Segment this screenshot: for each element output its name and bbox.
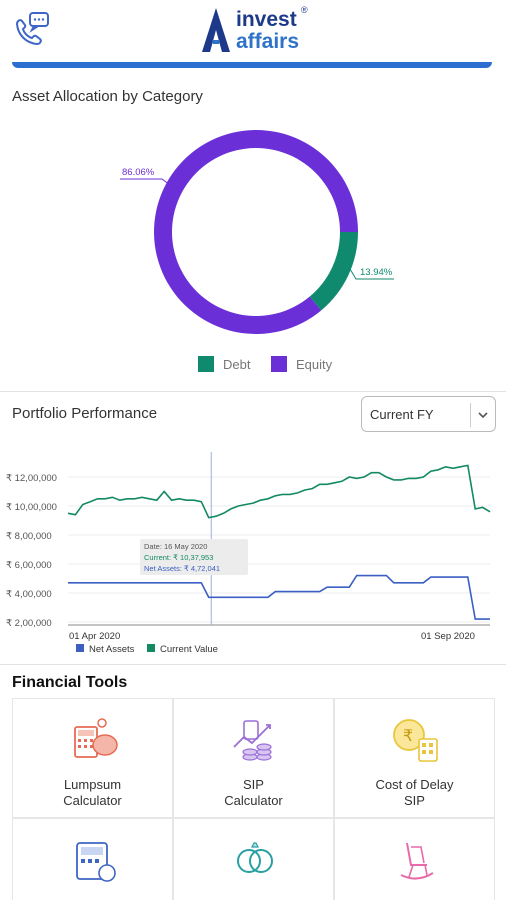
tooltip-date: Date: 16 May 2020: [144, 542, 208, 551]
tool-lumpsum-calculator[interactable]: Lumpsum Calculator: [12, 698, 173, 818]
donut-leader-debt: [349, 268, 394, 280]
legend-current-value-swatch: [147, 644, 155, 652]
tool-sip-calculator[interactable]: SIP Calculator: [173, 698, 334, 818]
section-divider: [0, 664, 506, 665]
series-line-current-value: [67, 464, 491, 519]
logo-line2: affairs: [236, 30, 300, 53]
series-line-net-assets: [68, 574, 490, 620]
y-tick-label: ₹ 2,00,000: [6, 618, 52, 629]
y-tick-label: ₹ 4,00,000: [6, 589, 52, 600]
header-accent-bar: [12, 62, 492, 68]
rings-icon: [237, 842, 273, 873]
period-select-value: Current FY: [370, 407, 434, 422]
donut-label-debt: 13.94%: [360, 267, 393, 278]
tool-cost-of-delay-sip[interactable]: ₹ Cost of Delay SIP: [334, 698, 495, 818]
legend-equity-label: Equity: [296, 356, 333, 372]
asset-allocation-title: Asset Allocation by Category: [12, 88, 203, 105]
donut-leader-equity: [120, 178, 171, 186]
tool-label: Cost of Delay SIP: [375, 777, 454, 808]
call-chat-icon[interactable]: [12, 10, 52, 50]
legend-debt-swatch: [198, 356, 214, 372]
financial-tools-grid: Lumpsum Calculator SIP Calculator ₹ Cost…: [12, 698, 496, 900]
rupee-clock-calculator-icon: ₹: [393, 719, 438, 762]
tool-label: Lumpsum Calculator: [63, 777, 122, 808]
tool-label: SIP Calculator: [224, 777, 283, 808]
piggy-bank-calculator-icon: [74, 718, 118, 758]
legend-current-value-label[interactable]: Current Value: [160, 644, 218, 655]
coins-growth-icon: [233, 720, 272, 761]
app-header: invest affairs ®: [0, 0, 506, 68]
y-tick-label: ₹ 12,00,000: [6, 473, 57, 484]
portfolio-performance-chart: ₹ 12,00,000 ₹ 10,00,000 ₹ 8,00,000 ₹ 6,00,0…: [6, 452, 491, 655]
legend-debt[interactable]: Debt: [198, 356, 250, 372]
period-select-separator: [470, 403, 471, 427]
logo-line1: invest: [236, 8, 297, 31]
donut-slice-debt[interactable]: [309, 232, 358, 311]
donut-label-equity: 86.06%: [122, 167, 155, 178]
calculator-rupee-icon: [76, 842, 116, 882]
tooltip-current: Current: ₹ 10,37,953: [144, 553, 214, 562]
legend-net-assets-swatch: [76, 644, 84, 652]
y-tick-label: ₹ 6,00,000: [6, 560, 52, 571]
rocking-chair-icon: [400, 842, 434, 880]
legend-debt-label: Debt: [223, 356, 251, 372]
brand-logo: invest affairs ®: [198, 4, 318, 56]
tool-item-6[interactable]: [334, 818, 495, 900]
logo-mark-icon: [202, 8, 230, 52]
y-tick-label: ₹ 8,00,000: [6, 531, 52, 542]
tooltip-net-assets: Net Assets: ₹ 4,72,041: [144, 564, 221, 573]
svg-text:₹: ₹: [403, 726, 413, 745]
financial-tools-title: Financial Tools: [12, 674, 128, 691]
legend-equity[interactable]: Equity: [271, 356, 332, 372]
portfolio-performance-title: Portfolio Performance: [12, 405, 158, 422]
legend-equity-swatch: [271, 356, 287, 372]
tool-item-5[interactable]: [173, 818, 334, 900]
chart-tooltip: Date: 16 May 2020 Current: ₹ 10,37,953 N…: [140, 539, 248, 575]
tool-item-4[interactable]: [12, 818, 173, 900]
logo-registered-mark: ®: [301, 5, 308, 15]
section-divider: [0, 391, 506, 392]
y-tick-label: ₹ 10,00,000: [6, 502, 57, 513]
asset-allocation-donut-chart: 86.06% 13.94%: [120, 130, 394, 334]
chevron-down-icon[interactable]: [474, 408, 492, 422]
x-tick-label-end: 01 Sep 2020: [421, 631, 475, 642]
legend-net-assets-label[interactable]: Net Assets: [89, 644, 135, 655]
x-tick-label-start: 01 Apr 2020: [69, 631, 120, 642]
period-select[interactable]: Current FY: [361, 396, 496, 432]
